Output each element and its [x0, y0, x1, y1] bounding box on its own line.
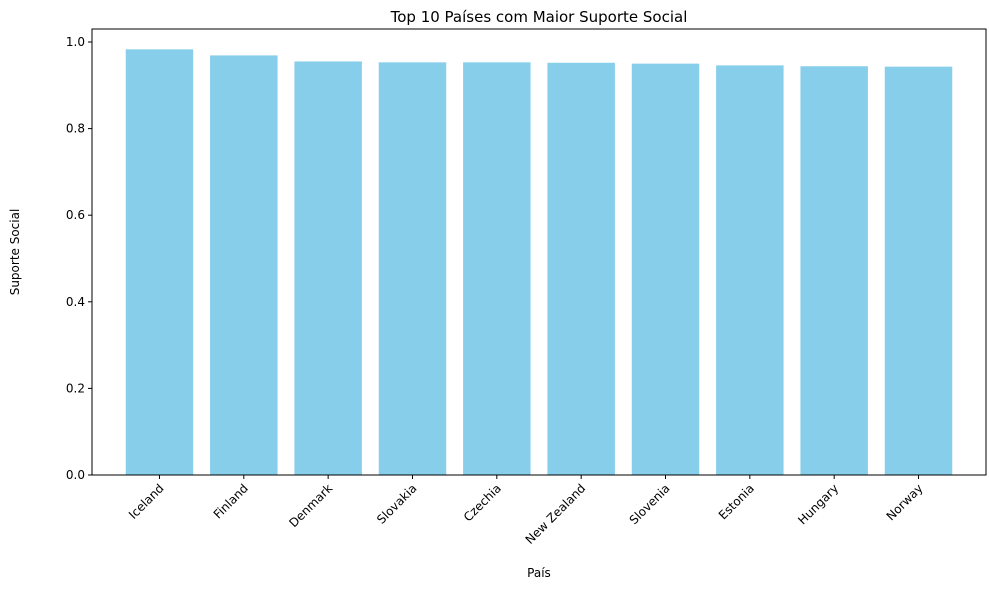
y-tick-label: 0.2: [66, 381, 85, 395]
x-axis-label: País: [527, 566, 551, 580]
x-tick-label: Hungary: [795, 481, 841, 527]
x-tick-label: Slovakia: [374, 481, 420, 527]
x-axis: Iceland Finland Denmark Slovakia Czechia New …: [126, 475, 926, 547]
y-tick-label: 0.8: [66, 122, 85, 136]
y-axis: 0.0 0.2 0.4 0.6 0.8 1.0: [66, 35, 92, 482]
x-tick-label: Norway: [884, 481, 926, 523]
bar-finland: [210, 55, 278, 475]
bars-group: [125, 49, 953, 476]
plot-frame: [91, 28, 987, 476]
y-tick-label: 0.0: [66, 468, 85, 482]
chart-title: Top 10 Países com Maior Suporte Social: [390, 8, 688, 26]
bar-czechia: [463, 62, 531, 476]
y-tick-label: 0.4: [66, 295, 85, 309]
y-axis-label: Suporte Social: [8, 209, 22, 296]
x-tick-label: Finland: [211, 481, 251, 521]
x-tick-label: Denmark: [286, 481, 335, 530]
bar-new-zealand: [547, 62, 615, 476]
x-tick-label: Czechia: [461, 481, 504, 524]
bar-slovakia: [378, 62, 447, 476]
bar-denmark: [294, 61, 362, 475]
x-tick-label: New Zealand: [523, 481, 589, 547]
x-tick-label: Estonia: [716, 481, 757, 522]
bar-iceland: [125, 49, 194, 475]
x-tick-label: Slovenia: [627, 481, 673, 527]
bar-slovenia: [631, 63, 700, 475]
bar-estonia: [716, 65, 784, 476]
y-tick-label: 0.6: [66, 208, 85, 222]
bar-hungary: [800, 66, 868, 476]
y-tick-label: 1.0: [66, 35, 85, 49]
x-tick-label: Iceland: [126, 481, 167, 522]
bar-norway: [884, 66, 953, 476]
